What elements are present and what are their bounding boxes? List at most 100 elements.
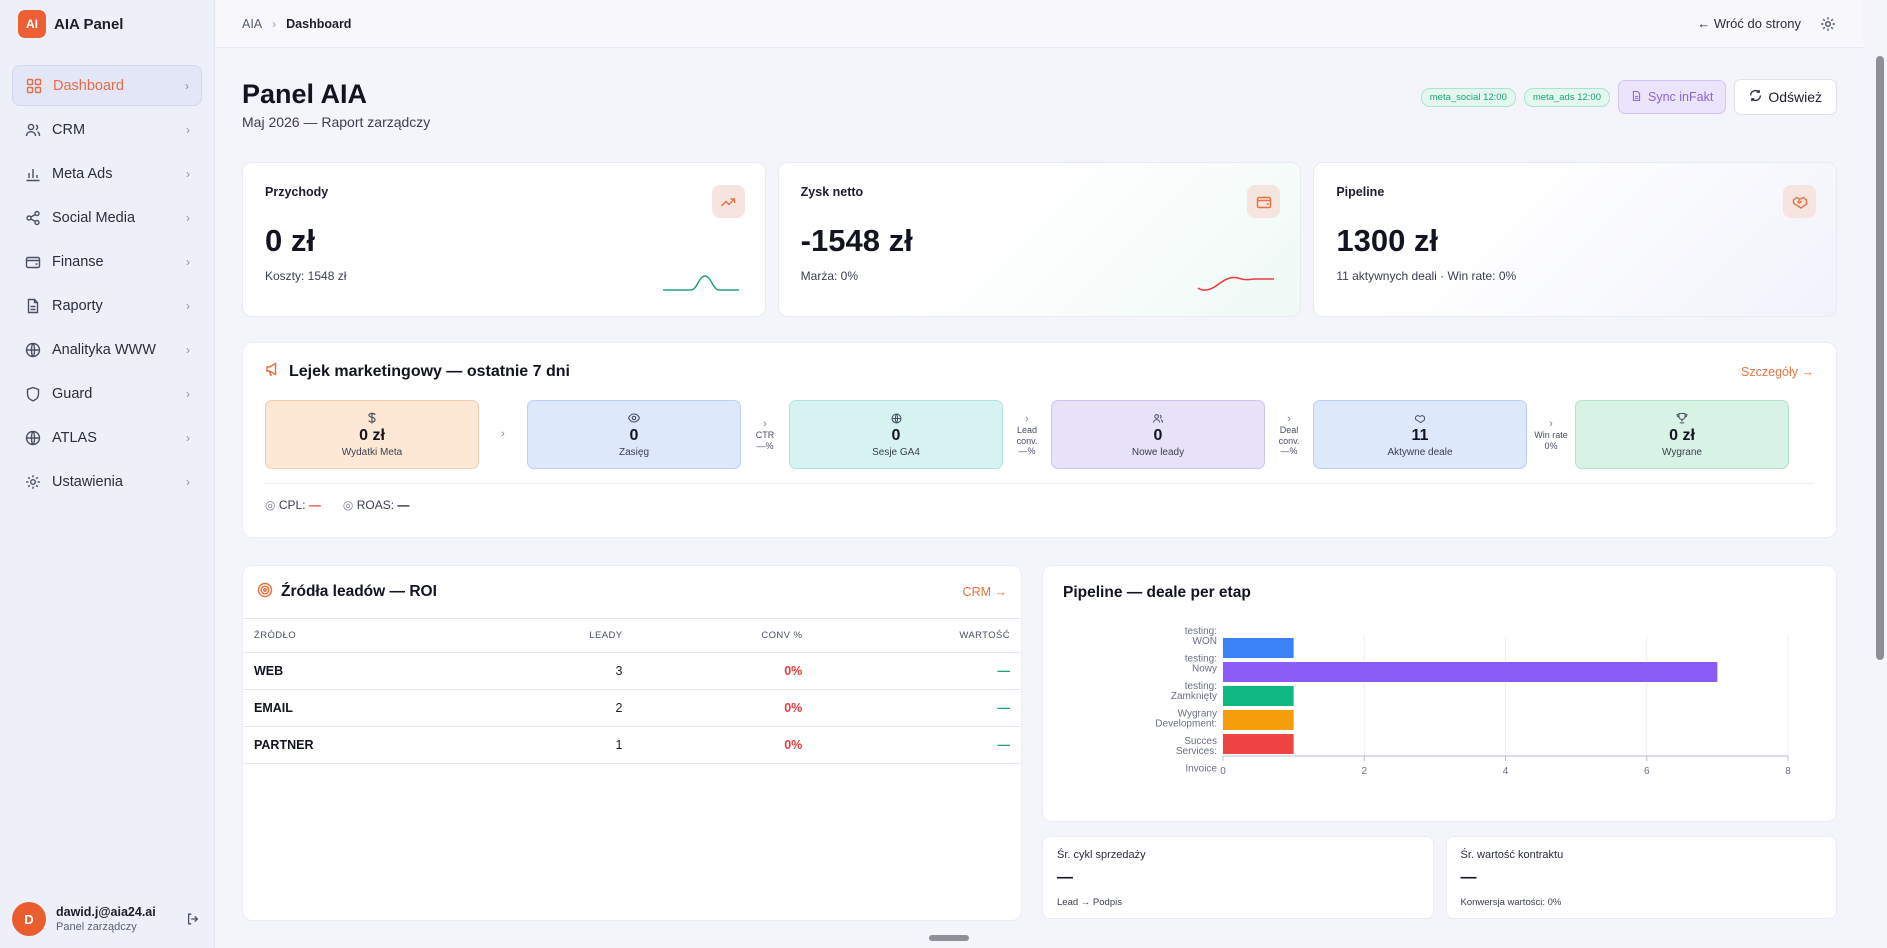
y-tick-label: Services: [1176, 746, 1217, 757]
y-tick-label: testing: [1185, 626, 1217, 637]
funnel-stage-reach[interactable]: 0 Zasięg [527, 400, 741, 469]
column-header[interactable]: ŹRÓDŁO [243, 618, 476, 653]
brand-name: AIA Panel [54, 15, 124, 33]
cell-conv: 0% [633, 689, 814, 727]
funnel-connector: › Win rate 0% [1527, 418, 1575, 451]
logout-icon[interactable] [183, 909, 203, 929]
kpi-cards: Przychody 0 zł Koszty: 1548 zł Zysk nett… [242, 162, 1838, 317]
table-row[interactable]: PARTNER 1 0% — [243, 726, 1021, 764]
breadcrumb-root[interactable]: AIA [242, 16, 263, 31]
page-title: Panel AIA [242, 79, 368, 109]
funnel-stage-meta-spend[interactable]: 0 zł Wydatki Meta [265, 400, 479, 469]
cell-leads: 1 [475, 726, 634, 764]
table-row[interactable]: WEB 3 0% — [243, 652, 1021, 690]
sidebar-item-meta-ads[interactable]: Meta Ads › [12, 153, 202, 194]
roas-value: — [397, 498, 410, 512]
sync-infakt-button[interactable]: Sync inFakt [1618, 80, 1727, 114]
sidebar-item-label: Ustawienia [52, 473, 123, 490]
refresh-button[interactable]: Odśwież [1734, 79, 1837, 115]
funnel-stage-won[interactable]: 0 zł Wygrane [1575, 400, 1789, 469]
chevron-right-icon: › [186, 430, 190, 445]
x-tick-label: 4 [1503, 766, 1509, 777]
connector-text: —% [756, 440, 774, 451]
page-subtitle: Maj 2026 — Raport zarządczy [242, 114, 431, 130]
globe-icon [24, 429, 42, 447]
status-badge: meta_ads 12:00 [1523, 87, 1610, 107]
funnel-stages: 0 zł Wydatki Meta › 0 Zasięg › CTR —% 0 [265, 400, 1814, 469]
status-badge: meta_social 12:00 [1420, 87, 1516, 107]
connector-text: 0% [1544, 440, 1558, 451]
chevron-right-icon: › [1549, 417, 1553, 430]
sidebar-item-finanse[interactable]: Finanse › [12, 241, 202, 282]
page-header: Panel AIA Maj 2026 — Raport zarządczy me… [242, 79, 1837, 159]
cell-value: — [813, 726, 1021, 764]
kpi-sub: 11 aktywnych deali · Win rate: 0% [1336, 269, 1517, 283]
brand[interactable]: AI AIA Panel [0, 0, 214, 48]
sidebar-item-guard[interactable]: Guard › [12, 373, 202, 414]
column-header[interactable]: CONV % [633, 618, 814, 653]
sync-infakt-label: Sync inFakt [1648, 90, 1714, 104]
connector-text: Deal [1279, 425, 1299, 436]
sidebar-item-crm[interactable]: CRM › [12, 109, 202, 150]
column-header[interactable]: WARTOŚĆ [813, 618, 1021, 653]
x-tick-label: 2 [1361, 766, 1367, 777]
gear-icon[interactable] [1819, 15, 1837, 33]
stage-label: Nowe leady [1131, 447, 1185, 458]
cell-leads: 2 [475, 689, 634, 727]
brand-logo: AI [18, 10, 46, 38]
sidebar-item-analityka-www[interactable]: Analityka WWW › [12, 329, 202, 370]
cell-conv: 0% [633, 652, 814, 690]
sidebar-item-atlas[interactable]: ATLAS › [12, 417, 202, 458]
sidebar-item-ustawienia[interactable]: Ustawienia › [12, 461, 202, 502]
connector-text: —% [1018, 445, 1036, 456]
bar [1223, 662, 1718, 682]
column-header[interactable]: LEADY [475, 618, 634, 653]
topbar: AIA › Dashboard ← Wróć do strony [216, 0, 1863, 48]
crm-link[interactable]: CRM → [962, 585, 1007, 599]
sidebar-item-dashboard[interactable]: Dashboard › [12, 65, 202, 106]
table-row[interactable]: EMAIL 2 0% — [243, 689, 1021, 727]
funnel-stage-sessions[interactable]: 0 Sesje GA4 [789, 400, 1003, 469]
sidebar-item-label: Social Media [52, 209, 136, 226]
funnel-stage-active-deals[interactable]: 11 Aktywne deale [1313, 400, 1527, 469]
x-tick-label: 0 [1220, 766, 1226, 777]
back-to-site-link[interactable]: ← Wróć do strony [1697, 16, 1801, 31]
stage-label: Sesje GA4 [872, 447, 920, 458]
y-tick-label: testing: [1185, 654, 1217, 665]
funnel-stage-new-leads[interactable]: 0 Nowe leady [1051, 400, 1265, 469]
stage-value: 0 [1153, 427, 1163, 444]
bar [1223, 638, 1294, 658]
mini-value: — [1460, 869, 1477, 886]
vertical-scrollbar[interactable] [1873, 48, 1887, 948]
refresh-icon [1749, 89, 1762, 105]
summary-cards: Śr. cykl sprzedaży — Lead → Podpis Śr. w… [1042, 836, 1837, 919]
target-icon: ◎ [342, 498, 354, 512]
sidebar-item-social-media[interactable]: Social Media › [12, 197, 202, 238]
chevron-right-icon: › [186, 210, 190, 225]
globe-icon [24, 341, 42, 359]
users-icon [1152, 411, 1164, 425]
mini-sub: Lead → Podpis [1057, 897, 1122, 908]
file-icon [1631, 90, 1642, 105]
avatar[interactable]: D [12, 902, 46, 936]
users-icon [24, 121, 42, 139]
globe-icon [891, 411, 902, 425]
y-tick-label: Wygrany [1178, 709, 1217, 720]
funnel-details-link[interactable]: Szczegóły → [1741, 364, 1814, 379]
eye-icon [628, 411, 640, 425]
y-tick-label: testing: [1185, 681, 1217, 692]
scrollbar-thumb[interactable] [1876, 56, 1884, 660]
sidebar-item-label: Analityka WWW [52, 341, 156, 358]
dollar-circle-icon: ◎ [265, 498, 276, 512]
sidebar-item-label: Raporty [52, 297, 103, 314]
scroll-handle[interactable] [929, 935, 969, 941]
header-actions: meta_social 12:00 meta_ads 12:00 Sync in… [1420, 79, 1837, 115]
bar [1223, 686, 1294, 706]
lead-sources-title: Źródła leadów — ROI [281, 583, 437, 600]
cell-source: PARTNER [243, 726, 476, 764]
right-column: Pipeline — deale per etap 0 2 4 6 8 testing: W… [1042, 565, 1837, 921]
sidebar-item-raporty[interactable]: Raporty › [12, 285, 202, 326]
chevron-right-icon: › [185, 78, 189, 93]
sparkline-profit [1197, 276, 1275, 291]
lower-section: Źródła leadów — ROI CRM → ŹRÓDŁO LEADY C… [242, 565, 1837, 921]
